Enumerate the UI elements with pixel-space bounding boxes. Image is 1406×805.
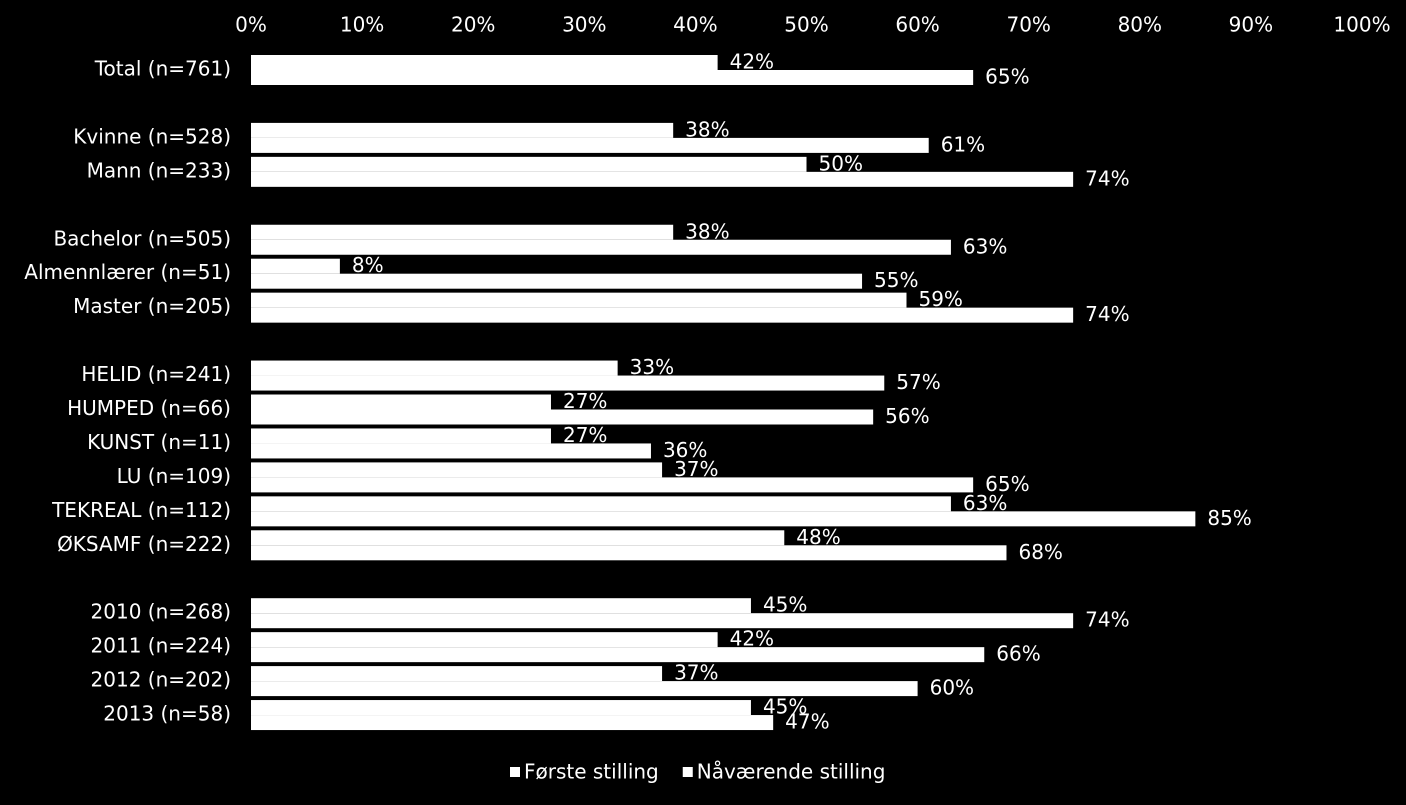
x-tick-label: 20% [451,13,495,37]
bar [251,171,1074,187]
value-label: 65% [985,65,1029,89]
value-label: 38% [685,219,729,243]
value-label: 61% [941,132,985,156]
bar [251,375,885,391]
bar [251,632,718,648]
bar [251,292,907,308]
y-tick-label: KUNST (n=11) [87,430,231,454]
bar [251,647,985,663]
value-label: 36% [663,438,707,462]
value-label: 8% [352,253,384,277]
bar [251,224,674,240]
value-label: 42% [730,50,774,74]
value-label: 45% [763,593,807,617]
value-label: 55% [874,268,918,292]
value-label: 27% [563,389,607,413]
y-tick-label: Mann (n=233) [87,158,231,182]
y-tick-label: HUMPED (n=66) [67,396,231,420]
x-tick-label: 60% [895,13,939,37]
bar [251,613,1074,629]
bar [251,122,674,138]
bar [251,258,340,274]
bar [251,511,1196,527]
value-label: 38% [685,117,729,141]
value-label: 74% [1085,166,1129,190]
bar [251,428,551,444]
value-label: 65% [985,472,1029,496]
legend-label: Første stilling [524,760,659,784]
y-tick-label: Almennlærer (n=51) [24,260,231,284]
y-tick-label: Master (n=205) [73,294,231,318]
legend-swatch [682,767,693,777]
y-tick-label: Kvinne (n=528) [73,124,231,148]
value-label: 59% [918,287,962,311]
y-tick-label: 2012 (n=202) [91,668,231,692]
y-tick-label: 2011 (n=224) [91,634,231,658]
bar [251,477,974,493]
y-tick-label: 2010 (n=268) [91,600,231,624]
value-label: 47% [785,710,829,734]
y-tick-label: HELID (n=241) [81,362,231,386]
bar [251,496,951,512]
x-tick-label: 90% [1229,13,1273,37]
bar [251,681,918,697]
bar [251,598,751,614]
bar [251,666,663,682]
value-label: 74% [1085,608,1129,632]
legend-swatch [510,767,520,777]
value-label: 33% [630,355,674,379]
value-label: 37% [674,661,718,685]
bar [251,156,807,172]
value-label: 85% [1207,506,1251,530]
x-tick-label: 10% [340,13,384,37]
x-tick-label: 0% [235,13,267,37]
value-label: 74% [1085,302,1129,326]
y-tick-label: 2013 (n=58) [103,702,231,726]
bar [251,360,618,376]
value-label: 66% [996,642,1040,666]
bar [251,394,551,410]
value-label: 63% [963,234,1007,258]
value-label: 57% [896,370,940,394]
value-label: 60% [930,676,974,700]
bar [251,700,751,716]
x-tick-label: 40% [673,13,717,37]
value-label: 45% [763,695,807,719]
y-tick-label: TEKREAL (n=112) [51,498,231,522]
bar [251,462,663,478]
bar [251,307,1074,323]
y-tick-label: ØKSAMF (n=222) [57,532,231,556]
value-label: 37% [674,457,718,481]
value-label: 68% [1018,540,1062,564]
bar [251,273,863,289]
value-label: 42% [730,627,774,651]
bar [251,545,1007,561]
value-label: 56% [885,404,929,428]
y-tick-label: LU (n=109) [117,464,231,488]
bar [251,137,929,153]
value-label: 27% [563,423,607,447]
bar [251,715,774,731]
y-tick-label: Bachelor (n=505) [53,226,231,250]
legend-label: Nåværende stilling [697,760,886,784]
y-tick-label: Total (n=761) [94,57,231,81]
value-label: 50% [819,151,863,175]
bar [251,530,785,546]
bar [251,443,651,459]
bar [251,409,874,425]
value-label: 48% [796,525,840,549]
bar [251,55,718,70]
x-tick-label: 50% [784,13,828,37]
x-tick-label: 100% [1333,13,1390,37]
x-tick-label: 70% [1006,13,1050,37]
value-label: 63% [963,491,1007,515]
x-tick-label: 80% [1118,13,1162,37]
x-tick-label: 30% [562,13,606,37]
bar [251,239,951,255]
bar [251,70,974,85]
